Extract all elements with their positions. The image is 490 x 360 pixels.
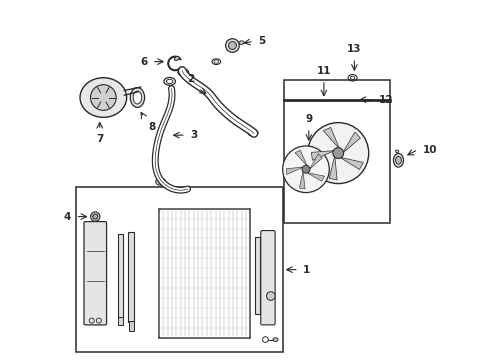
Bar	[129, 321, 134, 330]
Text: 8: 8	[148, 122, 155, 131]
Text: 10: 10	[422, 144, 437, 154]
Bar	[128, 232, 134, 321]
Ellipse shape	[395, 150, 399, 153]
Bar	[76, 187, 283, 352]
Polygon shape	[323, 127, 340, 149]
Text: 3: 3	[190, 130, 197, 140]
Polygon shape	[343, 132, 360, 153]
Circle shape	[308, 123, 368, 184]
Polygon shape	[307, 173, 324, 181]
Text: 5: 5	[258, 36, 266, 46]
Ellipse shape	[393, 153, 403, 167]
Bar	[255, 237, 260, 315]
Ellipse shape	[228, 41, 236, 49]
FancyBboxPatch shape	[261, 230, 275, 325]
Text: 6: 6	[140, 57, 147, 67]
Circle shape	[302, 165, 310, 173]
Polygon shape	[329, 156, 337, 180]
Bar	[285, 80, 390, 223]
Circle shape	[333, 148, 343, 158]
FancyBboxPatch shape	[84, 222, 107, 325]
Text: 1: 1	[303, 265, 310, 275]
Text: 9: 9	[305, 114, 313, 124]
Text: 11: 11	[317, 66, 331, 76]
Ellipse shape	[130, 87, 145, 107]
Bar	[118, 234, 123, 318]
Circle shape	[91, 212, 100, 221]
Circle shape	[93, 214, 98, 219]
Circle shape	[267, 292, 275, 300]
Text: 2: 2	[187, 74, 194, 84]
Polygon shape	[312, 150, 335, 160]
Ellipse shape	[395, 156, 401, 164]
Ellipse shape	[273, 338, 278, 341]
Ellipse shape	[239, 41, 244, 44]
Polygon shape	[295, 150, 307, 166]
Bar	[118, 318, 123, 325]
Polygon shape	[310, 154, 322, 169]
Polygon shape	[340, 157, 364, 170]
Ellipse shape	[133, 91, 142, 104]
Circle shape	[91, 85, 116, 110]
Ellipse shape	[80, 78, 126, 117]
Text: 12: 12	[378, 95, 393, 105]
Polygon shape	[286, 167, 303, 175]
Bar	[159, 209, 250, 338]
Ellipse shape	[174, 57, 179, 60]
Circle shape	[283, 146, 329, 193]
Text: 13: 13	[347, 44, 362, 54]
Text: 7: 7	[96, 134, 103, 144]
Text: 4: 4	[64, 212, 71, 221]
Polygon shape	[299, 171, 305, 189]
Ellipse shape	[225, 39, 239, 52]
